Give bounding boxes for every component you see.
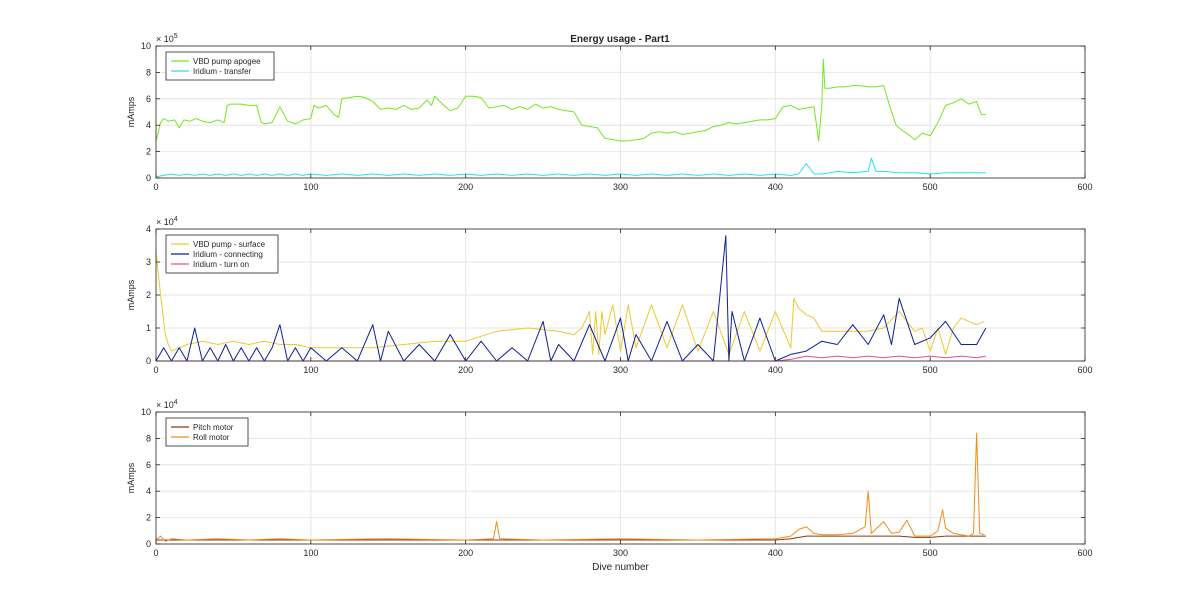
legend-label: Roll motor	[193, 433, 230, 442]
x-tick-label: 400	[768, 548, 783, 558]
y-tick-label: 0	[146, 539, 151, 549]
x-tick-label: 600	[1077, 365, 1092, 375]
y-axis-label: mAmps	[126, 462, 136, 493]
axis-multiplier-exponent: 5	[174, 33, 178, 40]
x-tick-label: 500	[923, 182, 938, 192]
series-line-0	[155, 58, 986, 142]
x-tick-label: 0	[153, 365, 158, 375]
y-tick-label: 6	[146, 460, 151, 470]
y-tick-label: 4	[146, 120, 151, 130]
x-tick-label: 500	[923, 365, 938, 375]
x-tick-label: 0	[153, 548, 158, 558]
y-tick-label: 4	[146, 224, 151, 234]
legend-label: Pitch motor	[193, 423, 234, 432]
y-tick-label: 4	[146, 486, 151, 496]
x-axis-label: Dive number	[592, 562, 649, 573]
series-line-0	[156, 535, 986, 541]
plot-vbd-apogee: 0 100 200 300 400 500 600 0 2 4 6 8 10 × 105 mAmps VBD …	[126, 33, 1093, 192]
axis-multiplier: × 104	[156, 216, 178, 227]
legend-box	[165, 417, 249, 447]
series-line-1	[155, 157, 986, 178]
plot-motors: 0 100 200 300 400 500 600 0 2 4 6 8 10 × 104 mAmps Dive…	[126, 399, 1093, 573]
axis-multiplier-exponent: 4	[174, 216, 178, 223]
x-tick-label: 600	[1077, 182, 1092, 192]
y-axis-label: mAmps	[126, 279, 136, 310]
x-tick-label: 200	[458, 365, 473, 375]
x-tick-label: 400	[768, 365, 783, 375]
y-tick-label: 8	[146, 433, 151, 443]
series-line-0	[155, 252, 985, 355]
legend-label: Iridium - transfer	[193, 67, 252, 76]
x-tick-label: 0	[153, 182, 158, 192]
legend-label: VBD pump apogee	[193, 57, 261, 66]
legend-label: Iridium - connecting	[193, 250, 263, 259]
x-tick-label: 300	[613, 548, 628, 558]
figure-title: Energy usage - Part1	[570, 34, 670, 45]
legend-box	[165, 51, 275, 81]
x-tick-label: 100	[303, 365, 318, 375]
y-axis-label: mAmps	[126, 96, 136, 127]
x-tick-label: 100	[303, 182, 318, 192]
legend-label: Iridium - turn on	[193, 260, 249, 269]
x-tick-label: 600	[1077, 548, 1092, 558]
x-tick-label: 100	[303, 548, 318, 558]
y-tick-label: 2	[146, 513, 151, 523]
y-tick-label: 2	[146, 147, 151, 157]
y-tick-label: 10	[141, 407, 151, 417]
axis-multiplier-exponent: 4	[174, 399, 178, 406]
x-tick-label: 300	[613, 182, 628, 192]
x-tick-label: 500	[923, 548, 938, 558]
y-tick-label: 1	[146, 323, 151, 333]
y-tick-label: 6	[146, 94, 151, 104]
x-tick-label: 200	[458, 548, 473, 558]
y-tick-label: 2	[146, 290, 151, 300]
series-line-1	[155, 432, 985, 542]
axis-multiplier: × 104	[156, 399, 178, 410]
legend-label: VBD pump - surface	[193, 240, 266, 249]
y-tick-label: 10	[141, 41, 151, 51]
y-tick-label: 0	[146, 173, 151, 183]
y-tick-label: 8	[146, 67, 151, 77]
y-tick-label: 3	[146, 257, 151, 267]
x-tick-label: 300	[613, 365, 628, 375]
y-tick-label: 0	[146, 356, 151, 366]
x-tick-label: 400	[768, 182, 783, 192]
axis-multiplier: × 105	[156, 33, 178, 44]
x-tick-label: 200	[458, 182, 473, 192]
